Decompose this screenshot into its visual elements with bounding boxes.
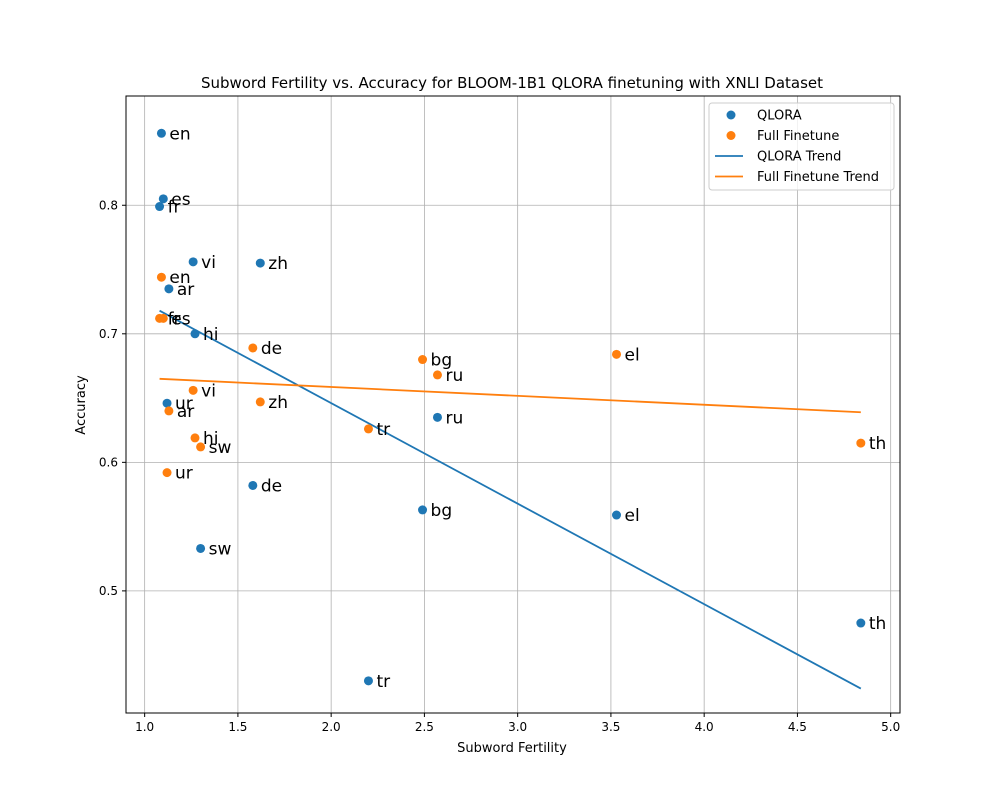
x-tick-label: 4.0 bbox=[695, 720, 714, 734]
y-tick-label: 0.7 bbox=[99, 327, 118, 341]
point-label: en bbox=[169, 124, 190, 144]
point-label: de bbox=[261, 476, 282, 496]
data-point bbox=[196, 442, 206, 452]
point-label: ar bbox=[177, 280, 194, 300]
point-label: hi bbox=[203, 429, 219, 449]
data-point bbox=[248, 343, 258, 353]
point-label: el bbox=[625, 506, 640, 526]
data-point bbox=[612, 510, 622, 520]
trend-line bbox=[159, 377, 861, 414]
legend-box bbox=[708, 102, 895, 191]
data-point bbox=[363, 424, 373, 434]
data-point bbox=[190, 433, 200, 443]
legend-marker bbox=[726, 131, 736, 140]
x-tick-label: 1.0 bbox=[135, 720, 154, 734]
data-point bbox=[188, 385, 198, 395]
point-label: ur bbox=[175, 464, 193, 484]
point-label: sw bbox=[209, 539, 232, 559]
data-point bbox=[248, 480, 258, 490]
data-point bbox=[856, 438, 866, 448]
x-axis-label: Subword Fertility bbox=[457, 741, 567, 756]
data-point bbox=[418, 505, 428, 515]
y-axis-label: Accuracy bbox=[74, 375, 89, 435]
data-point bbox=[255, 397, 265, 407]
trend-line bbox=[159, 309, 862, 690]
legend-label: QLORA Trend bbox=[757, 150, 841, 165]
point-label: tr bbox=[376, 420, 390, 440]
x-tick-label: 3.0 bbox=[508, 720, 527, 734]
data-point bbox=[432, 412, 442, 422]
point-label: en bbox=[169, 268, 190, 288]
point-label: th bbox=[869, 434, 886, 454]
point-label: zh bbox=[268, 393, 288, 413]
point-label: bg bbox=[431, 351, 453, 371]
point-label: tr bbox=[376, 672, 390, 692]
point-label: vi bbox=[201, 381, 216, 401]
legend-label: Full Finetune bbox=[757, 129, 839, 144]
chart-title: Subword Fertility vs. Accuracy for BLOOM… bbox=[201, 74, 823, 92]
data-point bbox=[158, 194, 168, 204]
point-label: es bbox=[171, 190, 190, 210]
data-point bbox=[196, 543, 206, 553]
x-tick-label: 5.0 bbox=[881, 720, 900, 734]
axis-ticks: 1.0 1.5 2.0 2.5 3.0 3.5 4.0 4.5 5.0 0.5 0.6 0.7 0.8 bbox=[99, 198, 900, 734]
data-point bbox=[162, 468, 172, 478]
x-tick-label: 2.0 bbox=[322, 720, 341, 734]
point-label: fr bbox=[168, 198, 181, 218]
point-label: el bbox=[625, 345, 640, 365]
point-label: bg bbox=[431, 501, 453, 521]
data-point bbox=[155, 202, 165, 212]
data-point bbox=[156, 272, 166, 282]
data-point bbox=[418, 355, 428, 365]
x-tick-label: 2.5 bbox=[415, 720, 434, 734]
point-label: ar bbox=[177, 402, 194, 422]
y-tick-label: 0.8 bbox=[99, 198, 118, 212]
y-tick-label: 0.6 bbox=[99, 455, 118, 469]
data-points bbox=[155, 128, 866, 686]
y-tick-label: 0.5 bbox=[99, 584, 118, 598]
point-label: ur bbox=[175, 394, 193, 414]
data-point bbox=[164, 284, 174, 294]
data-point bbox=[363, 676, 373, 686]
data-point bbox=[190, 329, 200, 339]
data-point bbox=[188, 257, 198, 267]
point-label: th bbox=[869, 614, 886, 634]
point-label: ru bbox=[445, 408, 463, 428]
legend: QLORA Full Finetune QLORA Trend Full Finetu… bbox=[708, 102, 895, 191]
data-point bbox=[255, 258, 265, 268]
data-point bbox=[162, 398, 172, 408]
data-point bbox=[856, 618, 866, 628]
data-point bbox=[612, 349, 622, 359]
x-tick-label: 3.5 bbox=[601, 720, 620, 734]
point-label: de bbox=[261, 339, 282, 359]
point-label: zh bbox=[268, 254, 288, 274]
point-label: ru bbox=[445, 366, 463, 386]
point-label: vi bbox=[201, 253, 216, 273]
point-label: hi bbox=[203, 325, 219, 345]
data-point bbox=[432, 370, 442, 380]
plot-frame bbox=[125, 95, 901, 714]
data-point bbox=[158, 313, 168, 323]
legend-label: Full Finetune Trend bbox=[757, 170, 879, 185]
x-tick-label: 4.5 bbox=[788, 720, 807, 734]
point-label: sw bbox=[209, 438, 232, 458]
trend-lines bbox=[159, 309, 862, 690]
legend-marker bbox=[726, 110, 736, 120]
data-point bbox=[164, 406, 174, 416]
legend-label: QLORA bbox=[757, 109, 802, 124]
x-tick-label: 1.5 bbox=[228, 720, 247, 734]
point-label: fr bbox=[168, 309, 181, 329]
point-label: es bbox=[171, 309, 190, 329]
data-point bbox=[156, 128, 166, 138]
grid bbox=[126, 96, 900, 713]
